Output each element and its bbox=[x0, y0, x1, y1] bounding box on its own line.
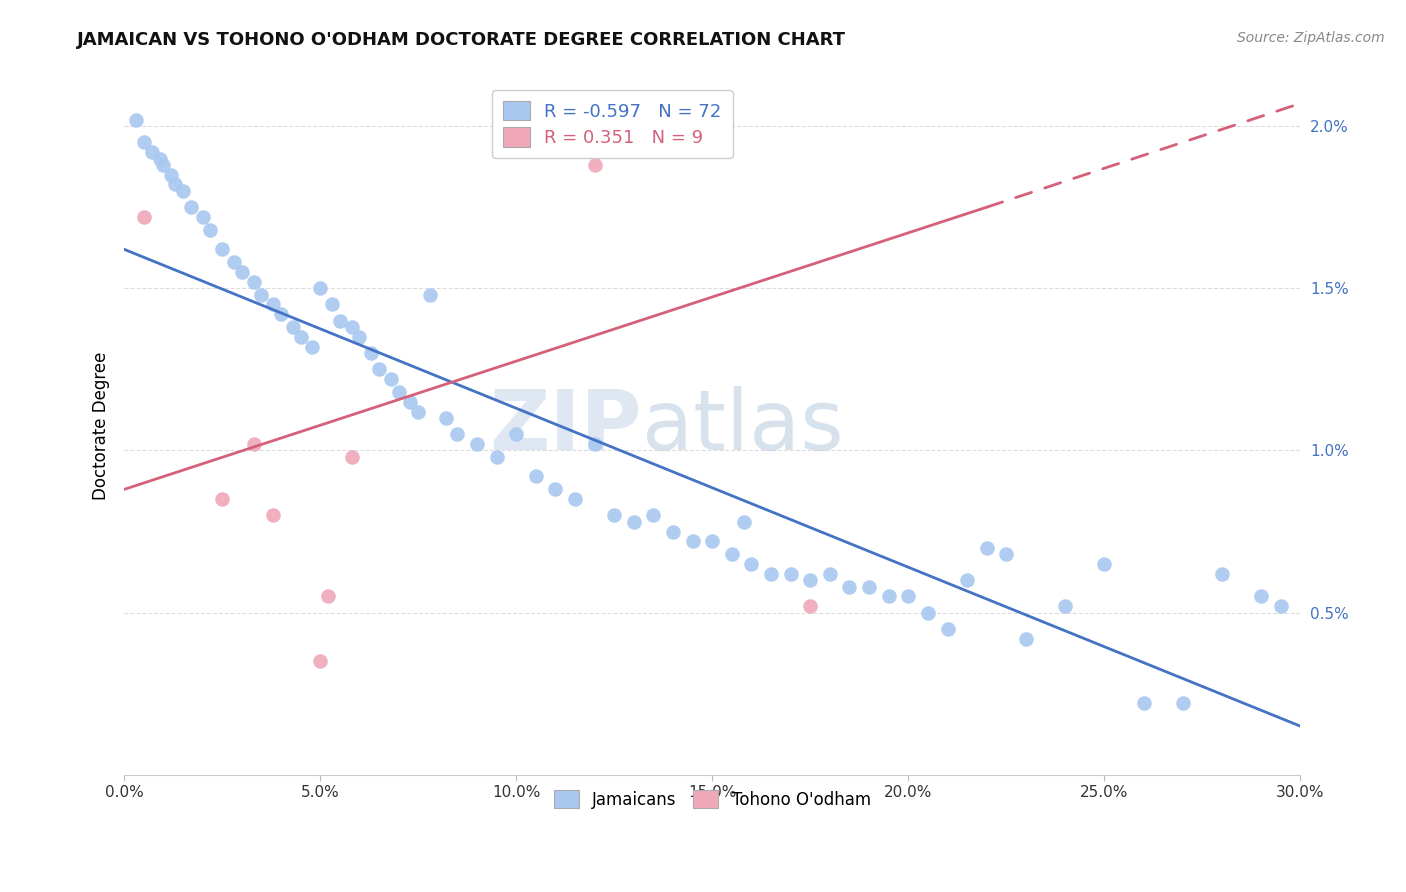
Point bbox=[434, 411, 457, 425]
Point bbox=[406, 404, 429, 418]
Text: JAMAICAN VS TOHONO O'ODHAM DOCTORATE DEGREE CORRELATION CHART: JAMAICAN VS TOHONO O'ODHAM DOCTORATE DEG… bbox=[77, 31, 846, 49]
Point bbox=[419, 287, 441, 301]
Point bbox=[231, 265, 253, 279]
Point bbox=[564, 492, 586, 507]
Point bbox=[682, 534, 704, 549]
Point bbox=[544, 483, 567, 497]
Point bbox=[340, 320, 363, 334]
Point bbox=[309, 281, 332, 295]
Point bbox=[818, 566, 841, 581]
Point bbox=[270, 307, 292, 321]
Point bbox=[141, 145, 163, 159]
Point bbox=[1250, 590, 1272, 604]
Point bbox=[368, 362, 391, 376]
Point bbox=[838, 580, 860, 594]
Point bbox=[316, 590, 339, 604]
Point bbox=[180, 200, 202, 214]
Point bbox=[340, 450, 363, 464]
Point bbox=[662, 524, 685, 539]
Point bbox=[380, 372, 402, 386]
Point bbox=[148, 152, 170, 166]
Point bbox=[152, 158, 174, 172]
Point bbox=[779, 566, 801, 581]
Point bbox=[465, 437, 488, 451]
Point bbox=[329, 314, 352, 328]
Point bbox=[759, 566, 782, 581]
Point bbox=[211, 243, 233, 257]
Point bbox=[721, 547, 744, 561]
Point bbox=[643, 508, 665, 523]
Point bbox=[623, 515, 645, 529]
Point bbox=[799, 573, 821, 587]
Point bbox=[211, 492, 233, 507]
Point bbox=[281, 320, 304, 334]
Point bbox=[1054, 599, 1077, 614]
Point bbox=[936, 622, 959, 636]
Point bbox=[995, 547, 1018, 561]
Point bbox=[165, 178, 187, 192]
Point bbox=[1015, 632, 1038, 646]
Point bbox=[583, 437, 606, 451]
Point bbox=[702, 534, 724, 549]
Point bbox=[1270, 599, 1292, 614]
Point bbox=[388, 385, 411, 400]
Point bbox=[132, 136, 155, 150]
Point bbox=[799, 599, 821, 614]
Legend: Jamaicans, Tohono O'odham: Jamaicans, Tohono O'odham bbox=[547, 784, 877, 815]
Point bbox=[262, 297, 284, 311]
Y-axis label: Doctorate Degree: Doctorate Degree bbox=[93, 352, 110, 500]
Point bbox=[250, 287, 273, 301]
Point bbox=[321, 297, 343, 311]
Point bbox=[360, 346, 382, 360]
Point bbox=[524, 469, 547, 483]
Point bbox=[399, 394, 422, 409]
Point bbox=[897, 590, 920, 604]
Point bbox=[505, 427, 527, 442]
Point bbox=[976, 541, 998, 555]
Point bbox=[877, 590, 900, 604]
Point bbox=[242, 437, 264, 451]
Point bbox=[956, 573, 979, 587]
Point bbox=[132, 210, 155, 224]
Point bbox=[290, 330, 312, 344]
Point bbox=[733, 515, 755, 529]
Point bbox=[583, 158, 606, 172]
Point bbox=[242, 275, 264, 289]
Point bbox=[191, 210, 214, 224]
Point bbox=[301, 340, 323, 354]
Point bbox=[200, 223, 222, 237]
Point bbox=[160, 168, 183, 182]
Point bbox=[858, 580, 880, 594]
Text: Source: ZipAtlas.com: Source: ZipAtlas.com bbox=[1237, 31, 1385, 45]
Point bbox=[222, 255, 245, 269]
Point bbox=[349, 330, 371, 344]
Point bbox=[309, 654, 332, 668]
Text: atlas: atlas bbox=[641, 385, 844, 467]
Point bbox=[485, 450, 508, 464]
Point bbox=[1132, 697, 1154, 711]
Point bbox=[917, 606, 939, 620]
Point bbox=[172, 184, 194, 198]
Point bbox=[740, 557, 762, 571]
Point bbox=[262, 508, 284, 523]
Text: ZIP: ZIP bbox=[489, 385, 641, 467]
Point bbox=[1211, 566, 1233, 581]
Point bbox=[125, 112, 148, 127]
Point bbox=[446, 427, 468, 442]
Point bbox=[1171, 697, 1194, 711]
Point bbox=[1092, 557, 1115, 571]
Point bbox=[603, 508, 626, 523]
